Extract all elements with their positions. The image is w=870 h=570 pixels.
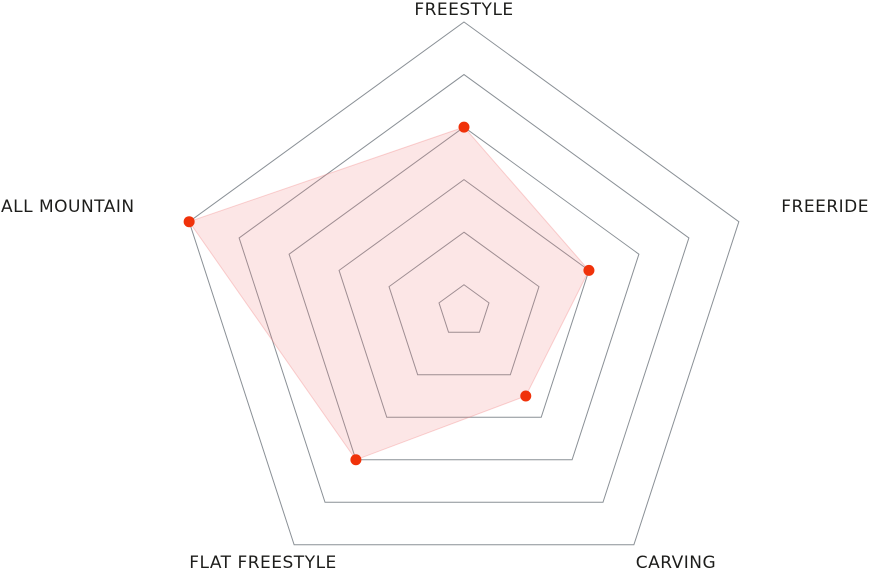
data-point-all-mountain xyxy=(183,216,195,228)
grid-ring xyxy=(338,179,590,418)
grid-ring xyxy=(188,21,740,546)
series-area xyxy=(188,126,590,461)
axis-label-all-mountain: ALL MOUNTAIN xyxy=(1,197,135,217)
data-point-freeride xyxy=(583,264,595,276)
axis-label-freestyle: FREESTYLE xyxy=(414,0,513,20)
data-point-carving xyxy=(520,390,532,402)
grid-ring xyxy=(438,284,490,333)
grid-ring xyxy=(288,126,640,461)
axis-label-flat-freestyle: FLAT FREESTYLE xyxy=(189,553,337,570)
axis-label-freeride: FREERIDE xyxy=(781,197,869,217)
grid-ring xyxy=(388,231,540,376)
data-point-freestyle xyxy=(458,121,470,133)
axis-label-carving: CARVING xyxy=(636,553,716,570)
grid-ring xyxy=(238,73,690,503)
data-point-flat-freestyle xyxy=(350,454,362,466)
